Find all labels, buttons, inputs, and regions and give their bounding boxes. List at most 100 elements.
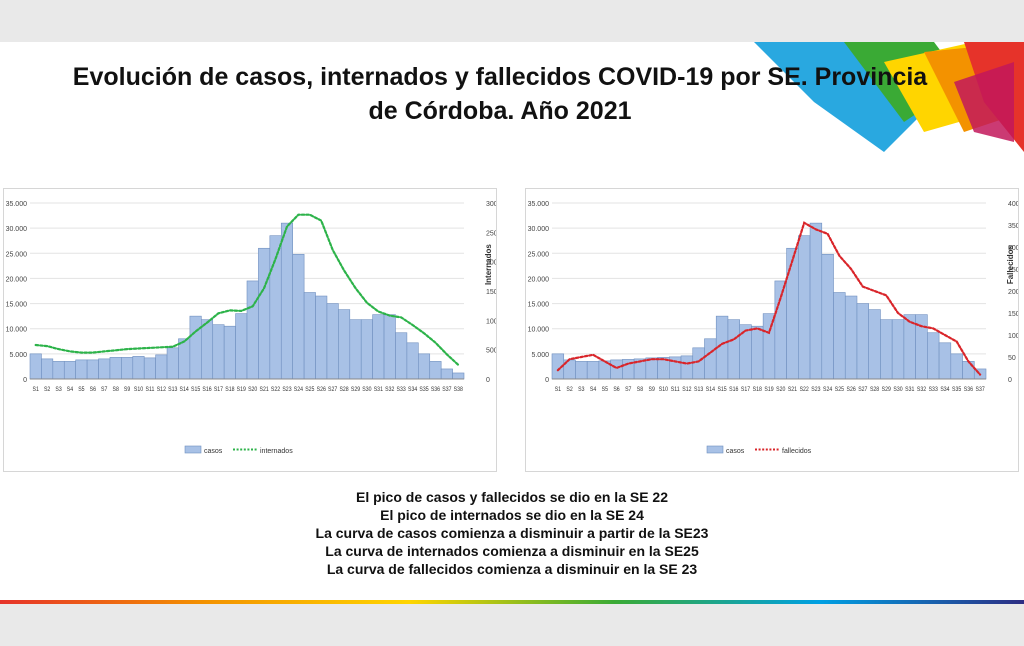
- y-right-tick-label: 0: [1008, 377, 1012, 384]
- y-right-tick-label: 300: [1008, 245, 1018, 252]
- bar-S19: [235, 313, 248, 380]
- y-right-tick-label: 500: [486, 348, 496, 355]
- y-right-tick-label: 2500: [486, 230, 496, 237]
- bar-S35: [950, 353, 963, 380]
- bar-S22: [798, 235, 811, 380]
- x-tick-label: S26: [317, 387, 327, 394]
- x-tick-label: S28: [870, 387, 880, 394]
- y-right-tick-label: 1000: [486, 318, 496, 325]
- x-tick-label: S1: [555, 387, 561, 394]
- bar-S3: [52, 361, 65, 380]
- y-right-tick-label: 3000: [486, 201, 496, 208]
- x-tick-label: S38: [454, 387, 464, 394]
- bar-S35: [418, 353, 431, 380]
- x-tick-label: S10: [659, 387, 669, 394]
- bar-S3: [575, 361, 588, 380]
- x-tick-label: S8: [637, 387, 644, 394]
- slide: Evolución de casos, internados y falleci…: [0, 42, 1024, 604]
- bar-S10: [132, 356, 145, 380]
- y-left-tick-label: 35.000: [6, 201, 28, 208]
- x-tick-label: S4: [590, 387, 597, 394]
- x-tick-label: S15: [191, 387, 201, 394]
- bar-S24: [821, 253, 834, 380]
- x-tick-label: S25: [305, 387, 315, 394]
- bar-S25: [833, 292, 846, 380]
- x-tick-label: S29: [351, 387, 360, 394]
- bar-S28: [338, 309, 351, 380]
- chart-casos-internados: 0 5.000 10.000 15.000 20.000 25.000 30.000 35.0…: [6, 201, 496, 455]
- bar-S13: [692, 347, 705, 380]
- y-right-tick-label: 2000: [486, 260, 496, 267]
- bar-S34: [938, 342, 952, 380]
- x-tick-label: S31: [905, 387, 914, 394]
- bar-S9: [121, 357, 134, 380]
- bar-S2: [41, 358, 54, 380]
- legend-label-casos: casos: [726, 448, 745, 455]
- x-tick-label: S11: [145, 387, 154, 394]
- bar-S12: [155, 354, 168, 380]
- x-tick-label: S6: [90, 387, 97, 394]
- x-tick-label: S5: [602, 387, 609, 394]
- series-line-fallecidos: [556, 221, 982, 376]
- bar-S8: [109, 357, 122, 380]
- x-tick-label: S30: [893, 387, 903, 394]
- series-line-internados: [34, 213, 460, 366]
- bar-S15: [189, 315, 202, 380]
- chart-panel-internados: 0 5.000 10.000 15.000 20.000 25.000 30.000 35.0…: [3, 188, 497, 472]
- y-right-tick-label: 1500: [486, 289, 496, 296]
- x-tick-label: S5: [78, 387, 85, 394]
- bar-S29: [880, 319, 893, 380]
- x-tick-label: S7: [101, 387, 107, 394]
- bar-S30: [360, 319, 373, 380]
- x-tick-label: S24: [823, 387, 833, 394]
- y-left-tick-label: 0: [545, 377, 549, 384]
- x-tick-label: S11: [671, 387, 680, 394]
- x-tick-label: S4: [67, 387, 74, 394]
- x-tick-label: S23: [811, 387, 821, 394]
- x-tick-label: S7: [625, 387, 631, 394]
- y-left-tick-label: 20.000: [528, 276, 550, 283]
- x-tick-label: S31: [374, 387, 383, 394]
- legend-label-casos: casos: [204, 448, 223, 455]
- x-tick-label: S30: [362, 387, 372, 394]
- y-left-tick-label: 15.000: [6, 302, 28, 309]
- bar-S34: [406, 342, 419, 380]
- x-tick-label: S17: [214, 387, 223, 394]
- bar-S33: [395, 332, 408, 380]
- bar-S29: [349, 319, 362, 380]
- legend-label-fallecidos: fallecidos: [782, 448, 812, 455]
- x-tick-label: S34: [940, 387, 950, 394]
- y-right-axis-label: Internados: [484, 244, 493, 285]
- x-tick-label: S2: [566, 387, 572, 394]
- y-right-tick-label: 200: [1008, 289, 1018, 296]
- bar-S17: [212, 324, 225, 380]
- y-left-tick-label: 0: [23, 377, 27, 384]
- x-tick-label: S22: [800, 387, 809, 394]
- y-left-tick-label: 15.000: [528, 302, 550, 309]
- bar-S23: [809, 222, 823, 380]
- legend-swatch-casos: [706, 445, 724, 454]
- y-right-tick-label: 150: [1008, 311, 1018, 318]
- corner-decoration: [754, 42, 1024, 152]
- x-tick-label: S19: [764, 387, 773, 394]
- bar-S5: [75, 359, 88, 380]
- bar-S4: [63, 361, 76, 380]
- y-right-tick-label: 400: [1008, 201, 1018, 208]
- bar-S18: [751, 325, 764, 380]
- x-tick-label: S33: [397, 387, 407, 394]
- y-right-tick-label: 350: [1008, 223, 1018, 230]
- x-tick-label: S16: [202, 387, 212, 394]
- bar-S36: [962, 361, 975, 380]
- x-tick-label: S26: [846, 387, 856, 394]
- bar-S11: [143, 357, 156, 380]
- y-right-tick-label: 0: [486, 377, 490, 384]
- x-tick-label: S25: [835, 387, 845, 394]
- x-tick-label: S3: [55, 387, 62, 394]
- y-right-tick-label: 50: [1008, 355, 1016, 362]
- y-left-tick-label: 25.000: [528, 251, 550, 258]
- y-left-tick-label: 20.000: [6, 276, 28, 283]
- x-tick-label: S17: [741, 387, 750, 394]
- x-tick-label: S18: [225, 387, 235, 394]
- legend-label-internados: internados: [260, 448, 293, 455]
- page-title: Evolución de casos, internados y falleci…: [72, 63, 928, 125]
